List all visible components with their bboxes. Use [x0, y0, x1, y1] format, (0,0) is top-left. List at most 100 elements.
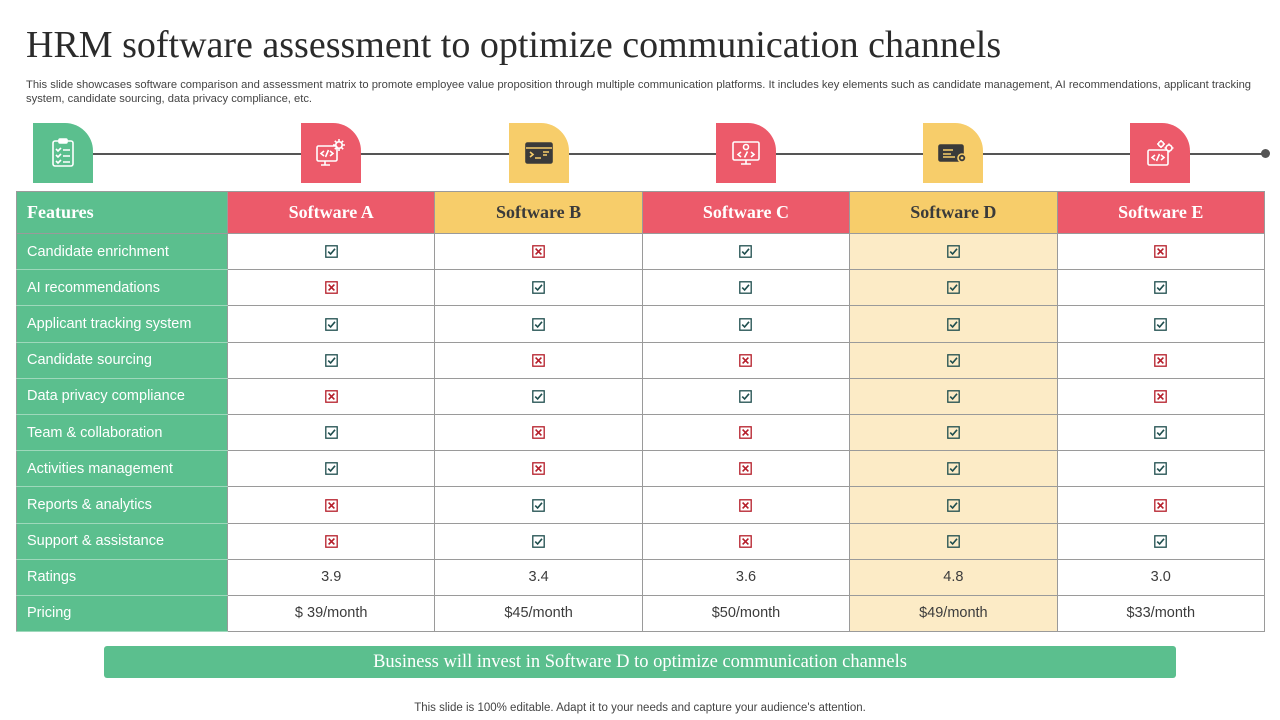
ratings-value: 3.9 — [226, 558, 436, 596]
matrix-cell — [434, 341, 643, 379]
check-icon — [739, 390, 753, 403]
matrix-cell — [849, 305, 1058, 343]
table-row-pricing: Pricing $ 39/month $45/month $50/month $49/m… — [16, 594, 1265, 633]
matrix-cell — [434, 450, 643, 488]
check-icon — [532, 390, 545, 403]
conclusion-banner: Business will invest in Software D to op… — [104, 646, 1176, 678]
matrix-cell — [226, 486, 436, 524]
matrix-cell — [226, 522, 436, 560]
code-screen-icon — [716, 123, 776, 183]
cross-icon — [739, 426, 753, 440]
matrix-cell — [641, 522, 851, 560]
check-icon — [1154, 426, 1168, 440]
matrix-cell — [434, 522, 643, 560]
check-icon — [947, 534, 960, 548]
cross-icon — [739, 353, 753, 367]
matrix-cell — [226, 377, 436, 415]
matrix-cell — [641, 305, 851, 343]
matrix-cell — [1056, 341, 1265, 379]
cross-icon — [532, 462, 545, 476]
matrix-cell — [1056, 450, 1265, 488]
check-icon — [947, 245, 960, 259]
matrix-cell — [641, 377, 851, 415]
feature-label: AI recommendations — [16, 269, 228, 307]
feature-label: Team & collaboration — [16, 413, 228, 452]
feature-label: Applicant tracking system — [16, 305, 228, 343]
matrix-cell — [226, 269, 436, 307]
software-b-header: Software B — [434, 191, 643, 234]
table-row: Data privacy compliance — [16, 377, 1265, 415]
cross-icon — [1154, 390, 1168, 403]
cross-icon — [739, 498, 753, 512]
comparison-table: Features Software A Software B Software … — [16, 191, 1265, 633]
cross-icon — [532, 426, 545, 440]
matrix-cell — [641, 232, 851, 271]
check-icon — [532, 281, 545, 295]
table-row: Team & collaboration — [16, 413, 1265, 452]
matrix-cell — [434, 232, 643, 271]
matrix-cell — [434, 486, 643, 524]
software-d-header: Software D — [849, 191, 1058, 234]
checklist-icon — [33, 123, 93, 183]
cross-icon — [1154, 498, 1168, 512]
timeline-line — [60, 153, 1266, 155]
cross-icon — [324, 281, 338, 295]
pricing-value: $ 39/month — [226, 594, 436, 633]
matrix-cell — [641, 486, 851, 524]
check-icon — [324, 245, 338, 259]
server-settings-icon — [923, 123, 983, 183]
features-header: Features — [16, 191, 228, 234]
pricing-value: $49/month — [849, 594, 1058, 633]
terminal-window-icon — [509, 123, 569, 183]
check-icon — [739, 317, 753, 331]
cross-icon — [1154, 353, 1168, 367]
matrix-cell — [1056, 377, 1265, 415]
footer-note: This slide is 100% editable. Adapt it to… — [414, 702, 866, 714]
check-icon — [1154, 317, 1168, 331]
pricing-value: $33/month — [1056, 594, 1265, 633]
check-icon — [947, 317, 960, 331]
pricing-value: $45/month — [434, 594, 643, 633]
matrix-cell — [1056, 269, 1265, 307]
matrix-cell — [641, 341, 851, 379]
timeline-end-dot — [1261, 149, 1270, 158]
ratings-value: 3.6 — [641, 558, 851, 596]
matrix-cell — [849, 522, 1058, 560]
matrix-cell — [849, 377, 1058, 415]
check-icon — [532, 317, 545, 331]
matrix-cell — [641, 413, 851, 452]
check-icon — [532, 534, 545, 548]
table-row: Support & assistance — [16, 522, 1265, 560]
pricing-label: Pricing — [16, 594, 228, 633]
check-icon — [1154, 534, 1168, 548]
matrix-cell — [226, 450, 436, 488]
ratings-value: 3.4 — [434, 558, 643, 596]
feature-label: Reports & analytics — [16, 486, 228, 524]
check-icon — [947, 462, 960, 476]
table-row: Candidate enrichment — [16, 232, 1265, 271]
matrix-cell — [1056, 486, 1265, 524]
check-icon — [324, 317, 338, 331]
table-header-row: Features Software A Software B Software … — [16, 191, 1265, 234]
matrix-cell — [226, 305, 436, 343]
check-icon — [947, 390, 960, 403]
check-icon — [947, 281, 960, 295]
table-row: Reports & analytics — [16, 486, 1265, 524]
cross-icon — [532, 245, 545, 259]
matrix-cell — [434, 377, 643, 415]
feature-label: Candidate enrichment — [16, 232, 228, 271]
matrix-cell — [1056, 305, 1265, 343]
page-subtitle: This slide showcases software comparison… — [26, 79, 1252, 105]
feature-label: Data privacy compliance — [16, 377, 228, 415]
feature-label: Activities management — [16, 450, 228, 488]
ratings-label: Ratings — [16, 558, 228, 596]
matrix-cell — [849, 341, 1058, 379]
check-icon — [324, 462, 338, 476]
feature-label: Candidate sourcing — [16, 341, 228, 379]
table-row-ratings: Ratings 3.9 3.4 3.6 4.8 3.0 — [16, 558, 1265, 596]
matrix-cell — [1056, 413, 1265, 452]
cross-icon — [532, 353, 545, 367]
matrix-cell — [1056, 522, 1265, 560]
cross-icon — [1154, 245, 1168, 259]
cross-icon — [739, 462, 753, 476]
